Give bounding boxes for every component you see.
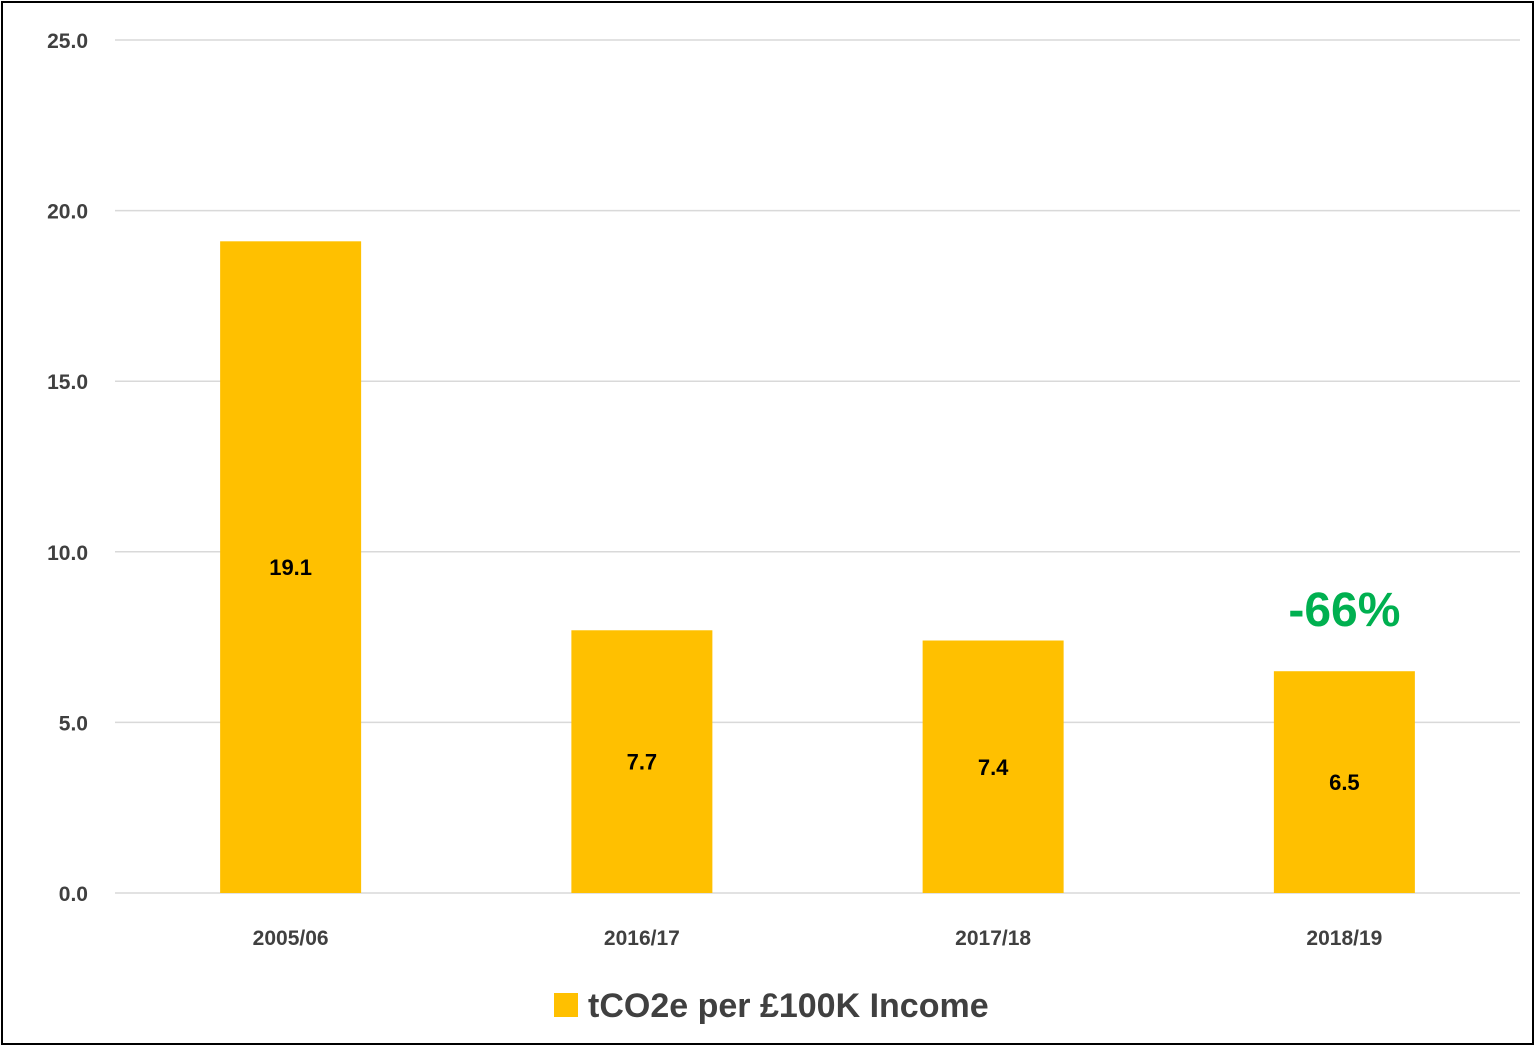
y-tick-label: 5.0	[59, 712, 88, 735]
x-tick-label: 2016/17	[604, 927, 680, 950]
legend: tCO2e per £100K Income	[554, 987, 989, 1025]
y-tick-label: 10.0	[47, 542, 88, 565]
bars	[220, 241, 1415, 894]
y-tick-label: 0.0	[59, 883, 88, 906]
legend-swatch	[554, 993, 578, 1017]
data-label: 7.7	[627, 750, 658, 775]
reduction-annotation: -66%	[1288, 584, 1400, 637]
data-label: 19.1	[269, 555, 312, 580]
data-label: 6.5	[1329, 770, 1360, 795]
x-tick-label: 2005/06	[253, 927, 329, 950]
legend-label: tCO2e per £100K Income	[588, 987, 989, 1025]
x-axis-tick-labels: 2005/06 2016/17 2017/18 2018/19	[253, 927, 1383, 950]
y-axis-tick-labels: 0.0 5.0 10.0 15.0 20.0 25.0	[47, 30, 88, 906]
x-tick-label: 2017/18	[955, 927, 1031, 950]
y-tick-label: 20.0	[47, 201, 88, 224]
bar	[922, 640, 1064, 893]
data-label: 7.4	[978, 755, 1009, 780]
y-tick-label: 25.0	[47, 30, 88, 53]
bar	[220, 241, 362, 894]
bar	[1273, 671, 1415, 893]
data-labels: 19.1 7.7 7.4 6.5	[269, 555, 1359, 795]
y-tick-label: 15.0	[47, 371, 88, 394]
bar	[571, 630, 713, 893]
x-tick-label: 2018/19	[1306, 927, 1382, 950]
